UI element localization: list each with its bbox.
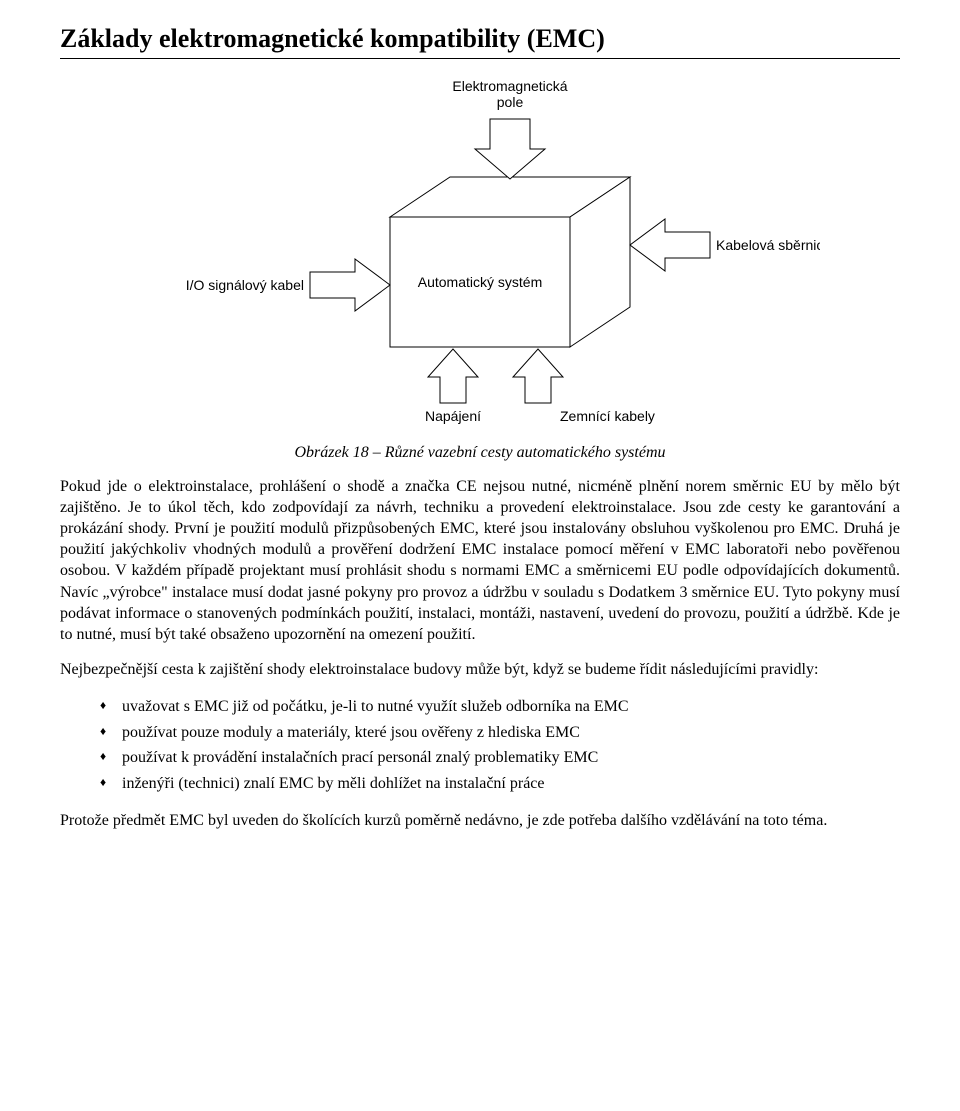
list-item: používat pouze moduly a materiály, které… xyxy=(100,720,900,746)
list-item: inženýři (technici) znalí EMC by měli do… xyxy=(100,771,900,797)
caption-prefix: Obrázek 18 xyxy=(294,444,368,461)
label-left: I/O signálový kabel xyxy=(186,277,304,293)
paragraph-2: Nejbezpečnější cesta k zajištění shody e… xyxy=(60,659,900,680)
label-cube: Automatický systém xyxy=(418,274,542,290)
label-right: Kabelová sběrnice xyxy=(716,237,820,253)
diagram-container: Elektromagnetická pole Automatický systé… xyxy=(60,67,900,432)
label-top-line1: Elektromagnetická xyxy=(452,78,567,94)
list-item: používat k provádění instalačních prací … xyxy=(100,745,900,771)
label-bottom-left: Napájení xyxy=(425,408,481,424)
emc-diagram: Elektromagnetická pole Automatický systé… xyxy=(140,67,820,427)
figure-caption: Obrázek 18 – Různé vazební cesty automat… xyxy=(60,444,900,462)
page-title: Základy elektromagnetické kompatibility … xyxy=(60,24,900,59)
paragraph-1: Pokud jde o elektroinstalace, prohlášení… xyxy=(60,476,900,645)
list-item: uvažovat s EMC již od počátku, je-li to … xyxy=(100,694,900,720)
label-bottom-right: Zemnící kabely xyxy=(560,408,655,424)
label-top-line2: pole xyxy=(497,94,524,110)
caption-text: Různé vazební cesty automatického systém… xyxy=(385,444,666,461)
rules-list: uvažovat s EMC již od počátku, je-li to … xyxy=(100,694,900,796)
paragraph-3: Protože předmět EMC byl uveden do školíc… xyxy=(60,810,900,831)
